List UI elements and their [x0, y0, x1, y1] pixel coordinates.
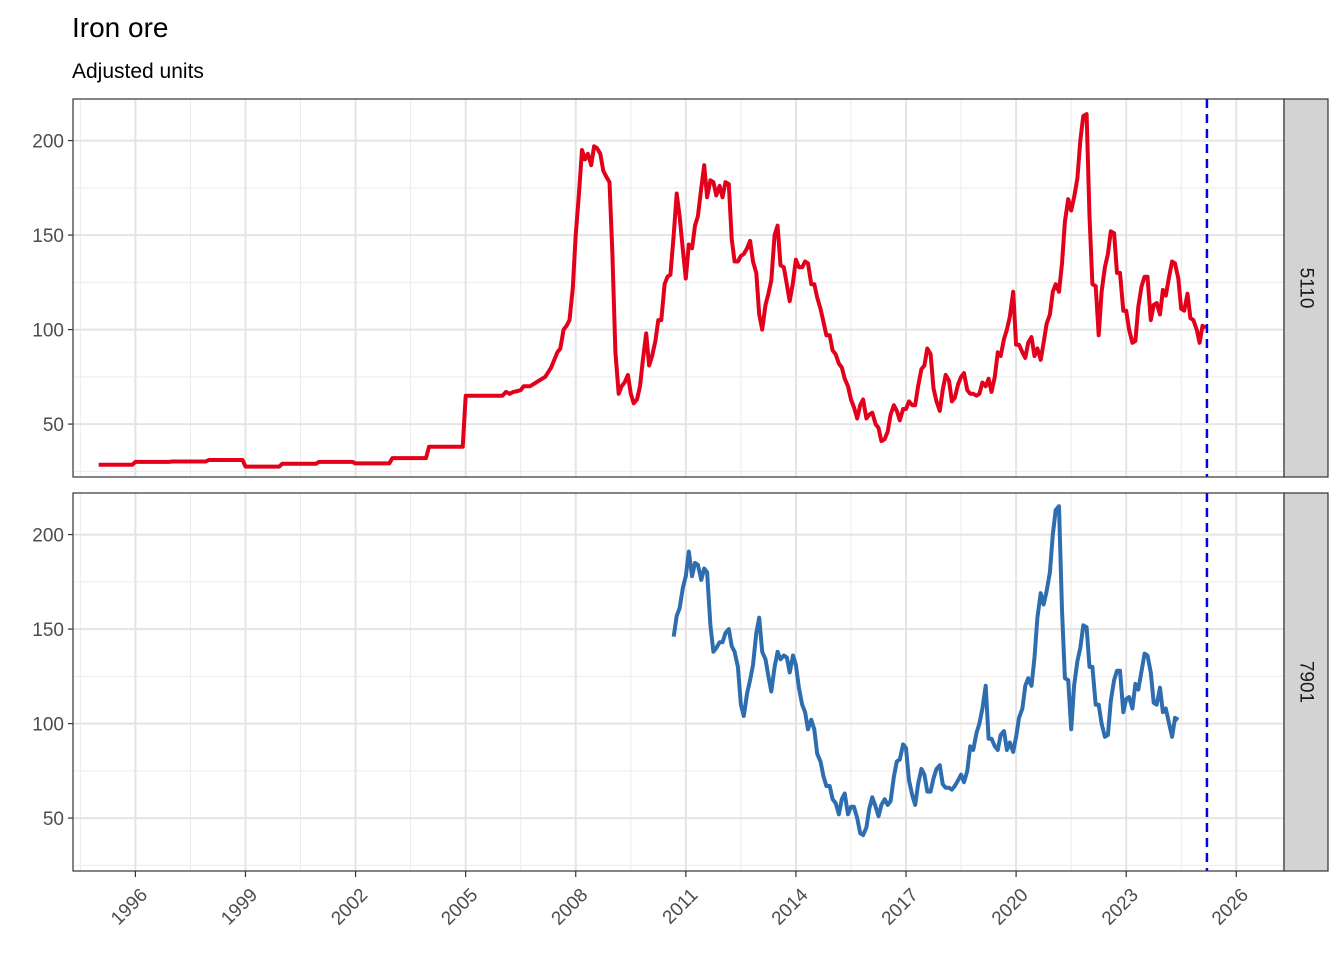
y-tick-label: 200 — [32, 526, 64, 547]
series-line-5110 — [98, 112, 1207, 469]
chart-title: Iron ore — [72, 12, 169, 43]
y-tick-label: 150 — [32, 226, 64, 247]
y-tick-label: 100 — [32, 321, 64, 342]
panel-7901: 50 100 150 200 7901 — [32, 492, 1329, 872]
facet-strip — [1283, 98, 1329, 478]
y-tick-label: 50 — [43, 415, 64, 436]
y-tick-label: 200 — [32, 132, 64, 153]
facet-strip-label: 5110 — [1296, 268, 1317, 309]
facet-strip — [1283, 492, 1329, 872]
panel-background — [73, 99, 1284, 477]
y-tick-label: 100 — [32, 715, 64, 736]
chart-subtitle: Adjusted units — [72, 60, 204, 83]
panel-background — [73, 493, 1284, 871]
y-tick-label: 50 — [43, 809, 64, 830]
series-line-7901 — [671, 504, 1180, 838]
facet-strip-label: 7901 — [1296, 661, 1317, 703]
panel-5110: 50 100 150 200 5110 — [32, 98, 1329, 478]
y-tick-label: 150 — [32, 620, 64, 641]
